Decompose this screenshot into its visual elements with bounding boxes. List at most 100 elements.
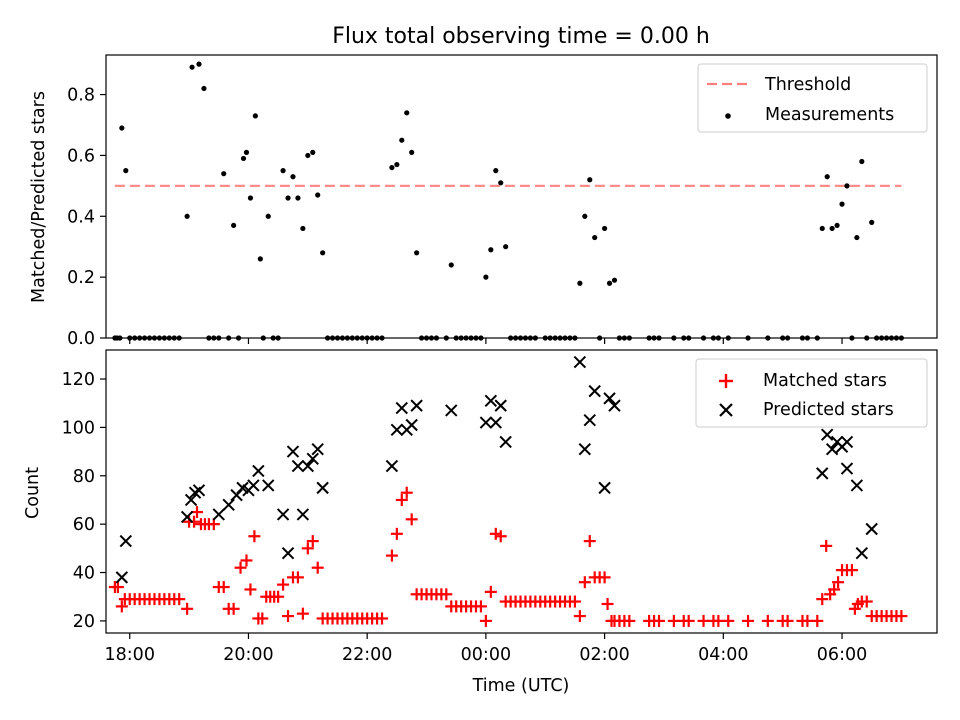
matched-star-marker — [623, 614, 636, 627]
predicted-star-marker-b — [588, 384, 601, 398]
matched-star-marker — [376, 612, 389, 625]
predicted-star-marker — [494, 399, 507, 412]
predicted-star-marker-b — [390, 423, 404, 437]
x-tick-label: 20:00 — [223, 645, 273, 665]
predicted-star-marker-b — [236, 481, 249, 495]
predicted-star-marker — [489, 416, 502, 429]
predicted-star-marker-b — [825, 442, 839, 456]
predicted-legend-label: Predicted stars — [763, 400, 894, 420]
bottom-legend-box — [695, 358, 928, 428]
matched-star-marker — [390, 527, 403, 540]
bottom-axis-ticks: 20 40 60 80 100 120 18:00 20:00 22:00 00:00 02:00 0… — [62, 370, 868, 665]
measurement-point — [854, 234, 860, 241]
predicted-star-marker — [301, 459, 315, 473]
predicted-star-marker — [588, 384, 601, 398]
measurement-point — [493, 168, 499, 174]
x-tick-label: 02:00 — [579, 645, 629, 665]
matched-star-marker — [601, 597, 614, 610]
predicted-star-marker — [247, 479, 260, 492]
matched-star-marker — [474, 600, 487, 613]
predicted-star-marker — [281, 546, 295, 560]
x-tick-label: 22:00 — [342, 645, 392, 665]
matched-star-marker — [828, 583, 841, 596]
matched-star-marker — [479, 614, 492, 627]
matched-star-marker — [494, 530, 507, 543]
measurement-point — [310, 149, 316, 155]
predicted-legend-swatch — [719, 403, 733, 417]
measurement-point — [859, 158, 865, 165]
measurement-point — [300, 225, 306, 232]
predicted-star-marker — [850, 479, 864, 492]
bottom-y-tick-label: 80 — [73, 467, 95, 487]
matched-star-marker — [395, 493, 408, 506]
predicted-star-marker-b — [840, 462, 854, 475]
matched-star-marker — [244, 583, 257, 596]
measurements-legend-label: Measurements — [765, 105, 894, 125]
measurement-point — [577, 280, 583, 286]
predicted-star-marker — [865, 522, 878, 536]
matched-star-marker — [578, 576, 591, 589]
measurement-point — [404, 110, 410, 116]
matched-star-marker — [820, 539, 833, 552]
matched-star-marker — [742, 614, 755, 627]
predicted-star-marker-b — [855, 546, 869, 560]
predicted-star-marker — [212, 508, 225, 521]
predicted-star-marker-b — [489, 416, 502, 429]
predicted-star-marker — [445, 404, 458, 417]
top-legend-box — [697, 63, 928, 133]
predicted-star-marker-b — [578, 442, 592, 456]
x-tick-label: 18:00 — [105, 645, 155, 665]
predicted-star-marker — [825, 442, 839, 456]
predicted-star-marker-b — [222, 498, 235, 512]
predicted-star-marker — [583, 413, 596, 427]
top-axis-ticks: 0.0 0.2 0.4 0.6 0.8 — [67, 86, 843, 349]
matched-star-marker — [895, 610, 908, 623]
predicted-star-marker — [115, 571, 129, 584]
predicted-star-marker — [311, 442, 324, 456]
measurement-point — [582, 213, 588, 219]
measurement-point — [399, 137, 405, 143]
matched-star-marker — [296, 607, 309, 620]
predicted-star-marker-b — [276, 508, 290, 521]
top-chart-title: Flux total observing time = 0.00 h — [332, 24, 710, 49]
measurement-point — [869, 219, 875, 225]
bottom-y-tick-label: 40 — [73, 564, 95, 584]
top-y-axis-label: Matched/Predicted stars — [29, 91, 49, 303]
predicted-star-marker — [395, 401, 409, 415]
measurement-point — [247, 195, 254, 201]
predicted-star-marker — [855, 546, 869, 560]
predicted-star-marker — [578, 442, 592, 456]
matched-star-marker — [682, 614, 695, 627]
measurement-point — [201, 85, 207, 92]
matched-star-marker — [405, 513, 418, 526]
matched-star-marker — [781, 614, 794, 627]
measurement-point — [409, 149, 415, 155]
matched-star-marker — [272, 590, 285, 603]
predicted-star-marker-b — [296, 508, 310, 521]
predicted-star-marker-b — [247, 479, 260, 492]
predicted-star-marker — [316, 481, 329, 495]
predicted-star-marker-b — [119, 534, 132, 548]
x-tick-label: 04:00 — [698, 645, 748, 665]
predicted-star-marker — [286, 445, 300, 458]
bottom-y-tick-label: 100 — [62, 418, 95, 438]
measurement-point — [119, 125, 125, 131]
predicted-star-marker — [410, 399, 423, 412]
predicted-star-marker-b — [494, 399, 507, 412]
predicted-star-marker-b — [573, 355, 587, 369]
measurement-point — [587, 177, 593, 183]
measurement-point — [448, 262, 454, 268]
predicted-star-marker-b — [405, 418, 418, 432]
predicted-star-marker-b — [281, 546, 295, 560]
measurement-point — [295, 195, 301, 201]
predicted-star-marker — [262, 479, 275, 492]
matched-star-marker — [385, 549, 398, 562]
predicted-star-marker — [816, 467, 829, 480]
matched-star-marker — [845, 564, 858, 577]
predicted-star-marker — [390, 423, 404, 437]
matched-star-marker — [722, 614, 735, 627]
measurement-point — [829, 225, 835, 232]
predicted-star-marker — [252, 464, 265, 478]
measurement-point — [231, 222, 237, 229]
